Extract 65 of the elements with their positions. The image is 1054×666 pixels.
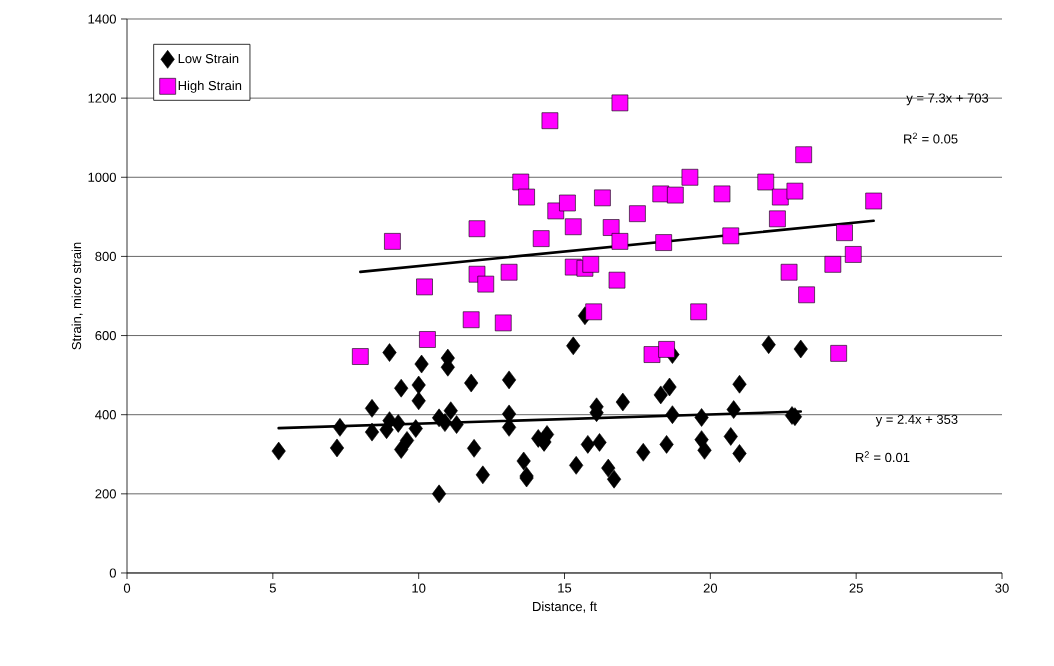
legend-label: High Strain <box>178 80 242 93</box>
point <box>541 112 559 129</box>
point <box>629 205 646 222</box>
point <box>477 275 495 293</box>
y-tick-label: 0 <box>109 568 116 578</box>
point <box>769 210 786 228</box>
x-tick-label: 30 <box>995 583 1009 593</box>
x-tick-label: 15 <box>558 583 572 593</box>
x-tick-label: 5 <box>269 583 276 593</box>
point <box>795 146 812 164</box>
point <box>559 194 576 212</box>
point <box>824 256 842 273</box>
point <box>798 286 815 304</box>
point <box>836 224 853 241</box>
point <box>468 220 486 238</box>
point <box>713 185 731 203</box>
point <box>772 188 789 206</box>
x-tick-label: 0 <box>123 583 131 593</box>
point <box>608 271 626 289</box>
point <box>532 230 550 247</box>
y-tick-label: 1200 <box>88 93 116 103</box>
point <box>582 256 600 273</box>
point <box>780 263 798 281</box>
point <box>655 234 672 251</box>
point <box>722 227 740 245</box>
point <box>419 331 436 348</box>
point <box>352 348 369 365</box>
point <box>462 311 480 329</box>
y-tick-label: 200 <box>95 489 116 499</box>
legend-label: Low Strain <box>178 53 239 64</box>
y-tick-label: 400 <box>95 410 116 420</box>
y-tick-label: 600 <box>95 330 116 341</box>
point <box>518 188 535 206</box>
x-tick-label: 25 <box>849 583 863 593</box>
y-tick-label: 800 <box>95 251 116 262</box>
point <box>594 189 611 207</box>
annotation: y = 7.3x + 703 <box>906 93 989 106</box>
point <box>643 346 661 363</box>
point <box>786 182 804 200</box>
x-tick-label: 10 <box>412 583 426 593</box>
y-axis-title: Strain, micro strain <box>71 242 83 350</box>
point <box>611 233 629 250</box>
y-tick-label: 1000 <box>88 172 116 182</box>
point <box>564 218 582 236</box>
point <box>681 168 699 186</box>
point <box>667 186 684 204</box>
point <box>830 345 847 362</box>
point <box>865 192 882 210</box>
point <box>602 219 620 236</box>
point <box>658 341 675 358</box>
point <box>757 173 775 191</box>
y-tick-label: 1400 <box>88 14 116 24</box>
point <box>384 233 401 250</box>
point <box>611 94 629 112</box>
x-axis-title: Distance, ft <box>533 601 597 613</box>
point <box>844 246 862 263</box>
point <box>494 314 512 332</box>
annotation: R$^{2}$ = 0.05 <box>904 132 958 144</box>
annotation: R$^{2}$ = 0.01 <box>855 451 910 463</box>
point <box>690 303 707 321</box>
point <box>416 278 433 296</box>
annotation: y = 2.4x + 353 <box>875 414 958 427</box>
point <box>500 263 518 281</box>
point <box>512 173 530 191</box>
x-tick-label: 20 <box>703 583 718 593</box>
